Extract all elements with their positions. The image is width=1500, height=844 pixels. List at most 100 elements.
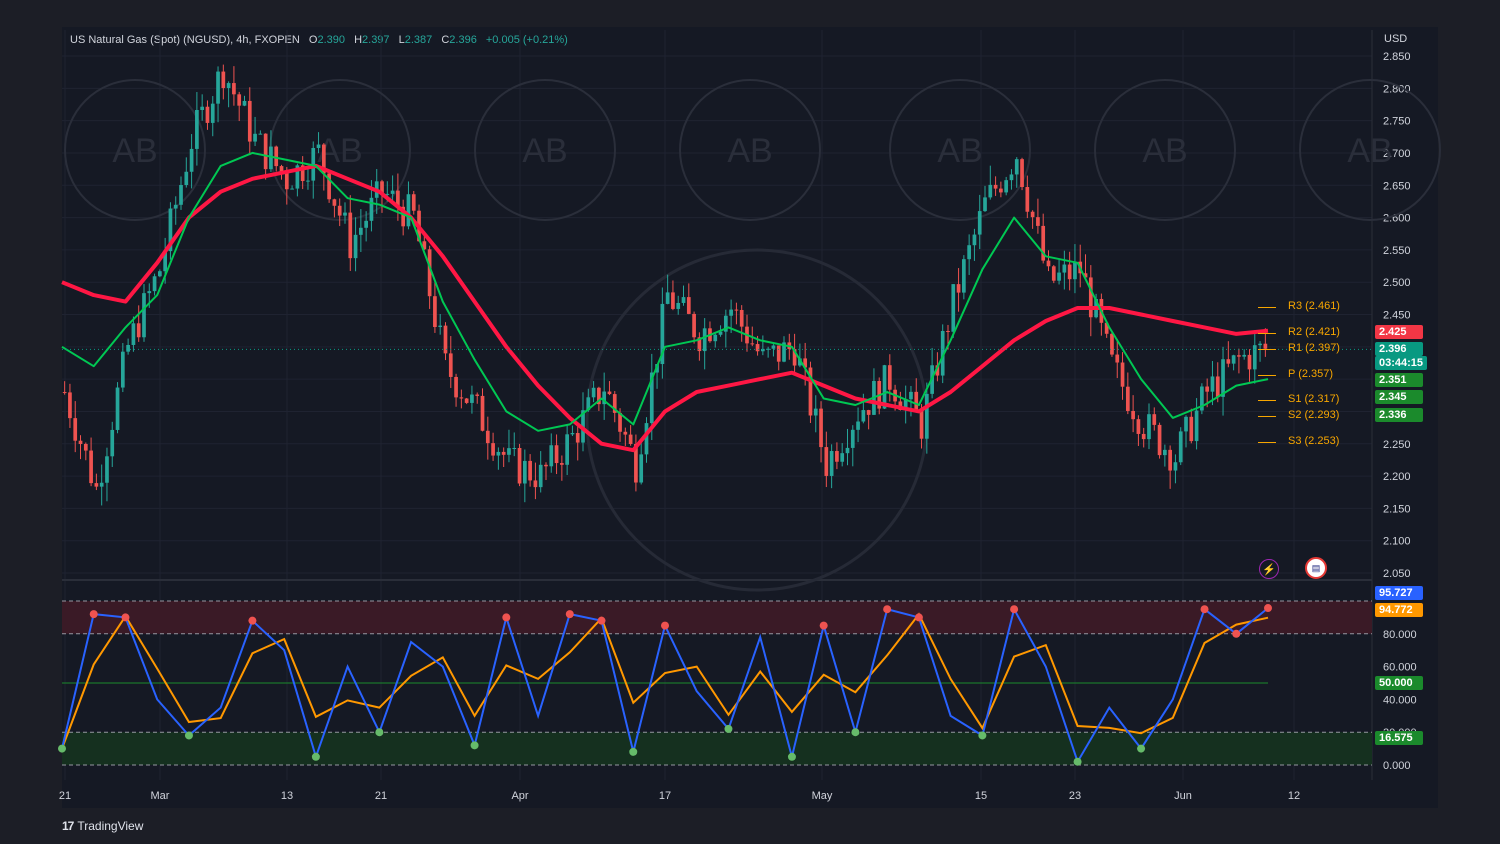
- candle-body: [475, 394, 480, 396]
- candle-body: [1136, 419, 1141, 434]
- candle-body: [390, 190, 395, 194]
- candle-body: [311, 147, 316, 181]
- watermark-text: AB: [727, 132, 772, 170]
- candle-body: [776, 345, 781, 362]
- candle-body: [882, 365, 887, 409]
- candle-body: [470, 394, 474, 403]
- candle-body: [131, 323, 136, 345]
- candle-body: [89, 450, 93, 484]
- candle-body: [73, 418, 78, 441]
- open-value: 2.390: [317, 34, 345, 46]
- time-tick-label: 13: [281, 790, 293, 802]
- change-value: +0.005 (+0.21%): [485, 34, 568, 46]
- pivot-line: [1258, 374, 1276, 376]
- candle-body: [962, 259, 966, 293]
- candle-body: [750, 343, 755, 345]
- candle-body: [1125, 386, 1130, 411]
- pivot-line: [1258, 400, 1276, 402]
- candle-body: [1152, 414, 1157, 425]
- candle-body: [940, 330, 945, 376]
- pivot-line: [1258, 415, 1276, 417]
- candle-body: [533, 480, 538, 488]
- candle-body: [1189, 416, 1194, 442]
- watermark-text: AB: [1142, 132, 1187, 170]
- candle-body: [1051, 266, 1056, 281]
- candle-body: [1046, 260, 1051, 267]
- candle-body: [142, 293, 146, 338]
- stoch-oversold-dot: [1137, 744, 1146, 753]
- candle-body: [163, 251, 167, 272]
- osc-tick-label: 60.000: [1383, 662, 1417, 674]
- candle-body: [1205, 386, 1210, 392]
- candle-body: [660, 303, 665, 365]
- osc-tick-label: 80.000: [1383, 629, 1417, 641]
- candle-body: [68, 392, 72, 419]
- price-tick-label: 2.150: [1383, 503, 1411, 515]
- candle-body: [1020, 159, 1024, 188]
- stoch-overbought-dot: [565, 610, 574, 619]
- candle-body: [369, 197, 374, 221]
- candle-body: [528, 460, 532, 481]
- candle-body: [856, 421, 860, 430]
- candle-body: [1215, 376, 1220, 397]
- candle-body: [560, 463, 564, 465]
- ema-slowgreen-price-badge: 2.336: [1375, 408, 1423, 422]
- candle-body: [1242, 354, 1247, 357]
- ema-slow-line: [61, 163, 1269, 453]
- lightning-icon[interactable]: ⚡: [1259, 559, 1279, 579]
- watermark-text: AB: [112, 132, 157, 170]
- stoch-oversold-dot: [787, 752, 796, 761]
- high-label: H: [354, 34, 363, 46]
- ema-fast-price-badge: 2.351: [1375, 373, 1423, 387]
- stoch-oversold-dot: [978, 731, 987, 740]
- candle-body: [269, 146, 273, 170]
- time-tick-label: 12: [1288, 790, 1300, 802]
- candle-body: [173, 204, 178, 209]
- tradingview-logo[interactable]: 17 TradingView: [62, 819, 143, 833]
- candle-body: [644, 423, 649, 455]
- candle-body: [1083, 273, 1088, 278]
- candle-body: [729, 309, 733, 316]
- candle-body: [306, 180, 310, 182]
- candle-body: [380, 181, 384, 195]
- candle-body: [126, 344, 130, 352]
- symbol-title[interactable]: US Natural Gas (Spot) (NGUSD), 4h, FXOPE…: [70, 34, 300, 46]
- stoch-oversold-dot: [1073, 757, 1082, 766]
- candle-body: [999, 188, 1003, 193]
- candle-body: [840, 453, 845, 462]
- candle-body: [1041, 225, 1046, 261]
- candle-body: [835, 451, 839, 462]
- candle-body: [924, 393, 929, 439]
- candle-body: [105, 456, 109, 483]
- candle-body: [549, 445, 554, 467]
- candle-body: [332, 199, 337, 206]
- candle-body: [1231, 355, 1236, 364]
- candle-body: [110, 429, 115, 457]
- time-tick-label: Jun: [1174, 790, 1192, 802]
- candle-body: [221, 71, 226, 89]
- candle-body: [242, 100, 247, 106]
- candle-body: [761, 348, 765, 352]
- candle-body: [1147, 414, 1151, 440]
- candle-body: [919, 410, 924, 439]
- us-flag-icon[interactable]: ▤: [1305, 557, 1327, 579]
- price-tick-label: 2.800: [1383, 83, 1411, 95]
- currency-label[interactable]: USD: [1384, 33, 1408, 45]
- pivot-label: R1 (2.397): [1288, 341, 1340, 354]
- candle-body: [210, 103, 215, 123]
- candle-body: [623, 431, 628, 435]
- candle-body: [565, 434, 569, 465]
- stoch-overbought-dot: [121, 613, 130, 622]
- watermark-big-circle: [585, 248, 929, 592]
- candle-body: [1163, 449, 1167, 456]
- osc-tick-label: 40.000: [1383, 694, 1417, 706]
- candle-body: [612, 394, 617, 413]
- candle-body: [321, 144, 326, 174]
- tv-icon: 17: [62, 819, 74, 833]
- open-label: O: [308, 34, 318, 46]
- candle-body: [607, 391, 612, 395]
- stoch-oversold-dot: [58, 744, 66, 753]
- candle-body: [1030, 211, 1035, 218]
- candle-body: [1194, 410, 1199, 442]
